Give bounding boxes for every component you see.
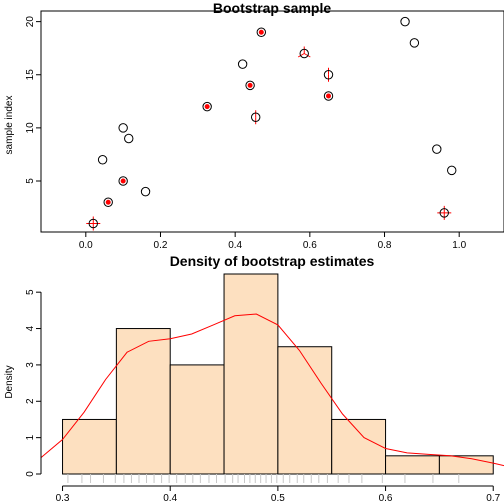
histogram-x-tick-label: 0.7 [486,493,500,504]
histogram-bar [438,455,494,475]
sunflower-ray [303,53,311,58]
sample-point [245,80,255,91]
sunflower-ray [297,53,305,58]
scatter-y-tick-label: 15 [25,69,36,81]
histogram-y-axis: 0 1 2 3 4 5 [25,289,42,477]
sample-point [118,123,128,133]
sample-point [103,197,113,207]
selected-point [326,93,332,99]
histogram-rug [67,474,460,483]
density-curve [40,313,504,467]
scatter-title: Bootstrap sample [213,0,331,16]
histogram-bars [62,273,494,475]
sample-point [409,38,420,48]
scatter-x-tick-label: 0.8 [378,240,392,251]
histogram-bar [277,346,333,475]
sample-point [97,155,108,165]
scatter-x-tick-label: 0.2 [154,240,168,251]
scatter-points [86,16,457,231]
scatter-y-tick-label: 5 [25,178,36,184]
sample-point [400,16,410,27]
histogram-y-tick-label: 0 [25,471,36,477]
sample-point [118,176,128,186]
sample-point [439,208,449,218]
histogram-y-tick-label: 5 [25,289,36,295]
histogram-x-tick-label: 0.6 [379,493,393,504]
sample-point [124,133,134,144]
scatter-y-label: sample index [4,96,15,155]
scatter-x-axis: 0.0 0.2 0.4 0.6 0.8 1.0 [79,231,467,251]
histogram-y-tick-label: 1 [25,434,36,440]
selected-point [204,104,210,110]
scatter-x-tick-label: 0.0 [79,240,93,251]
histogram-bar [331,418,387,475]
histogram-bar [223,273,279,475]
histogram-x-tick-label: 0.5 [271,493,285,504]
histogram-y-tick-label: 2 [25,398,36,404]
scatter-y-axis: 5 10 15 20 [25,16,41,184]
sample-point [202,101,212,112]
histogram-bar [169,364,225,475]
sample-point [447,165,457,176]
scatter-y-tick-label: 20 [25,16,36,28]
selected-point [120,178,126,184]
sample-point [299,48,309,59]
histogram-x-tick-label: 0.3 [56,493,70,504]
scatter-x-tick-label: 0.6 [303,240,317,251]
sample-point [250,112,261,122]
histogram-y-tick-label: 3 [25,362,36,368]
sample-point [237,59,248,69]
scatter-panel: Bootstrap sample sample index 0.0 0.2 0.4 0… [4,0,504,251]
histogram-bar [62,418,117,475]
sample-point [323,91,334,101]
sample-point [323,70,334,80]
histogram-y-label: Density [4,365,15,398]
scatter-y-tick-label: 10 [25,122,36,134]
sample-point [432,144,442,154]
selected-point [105,199,111,205]
sample-point [140,186,151,197]
sample-point [88,218,98,229]
scatter-x-tick-label: 1.0 [452,240,466,251]
histogram-title: Density of bootstrap estimates [170,253,375,269]
histogram-bar [385,455,440,475]
histogram-x-axis: 0.3 0.4 0.5 0.6 0.7 [56,485,501,504]
histogram-x-tick-label: 0.4 [163,493,177,504]
sample-point [256,27,266,37]
scatter-x-tick-label: 0.4 [228,240,242,251]
histogram-panel: Density of bootstrap estimates Density 0… [4,253,504,504]
selected-point [247,82,253,88]
selected-point [258,29,264,35]
histogram-y-tick-label: 4 [25,325,36,331]
histogram-bar [115,328,171,475]
